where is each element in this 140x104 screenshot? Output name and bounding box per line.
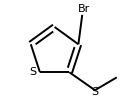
Text: S: S	[29, 67, 36, 77]
Text: Br: Br	[77, 4, 90, 14]
Text: S: S	[91, 87, 99, 97]
